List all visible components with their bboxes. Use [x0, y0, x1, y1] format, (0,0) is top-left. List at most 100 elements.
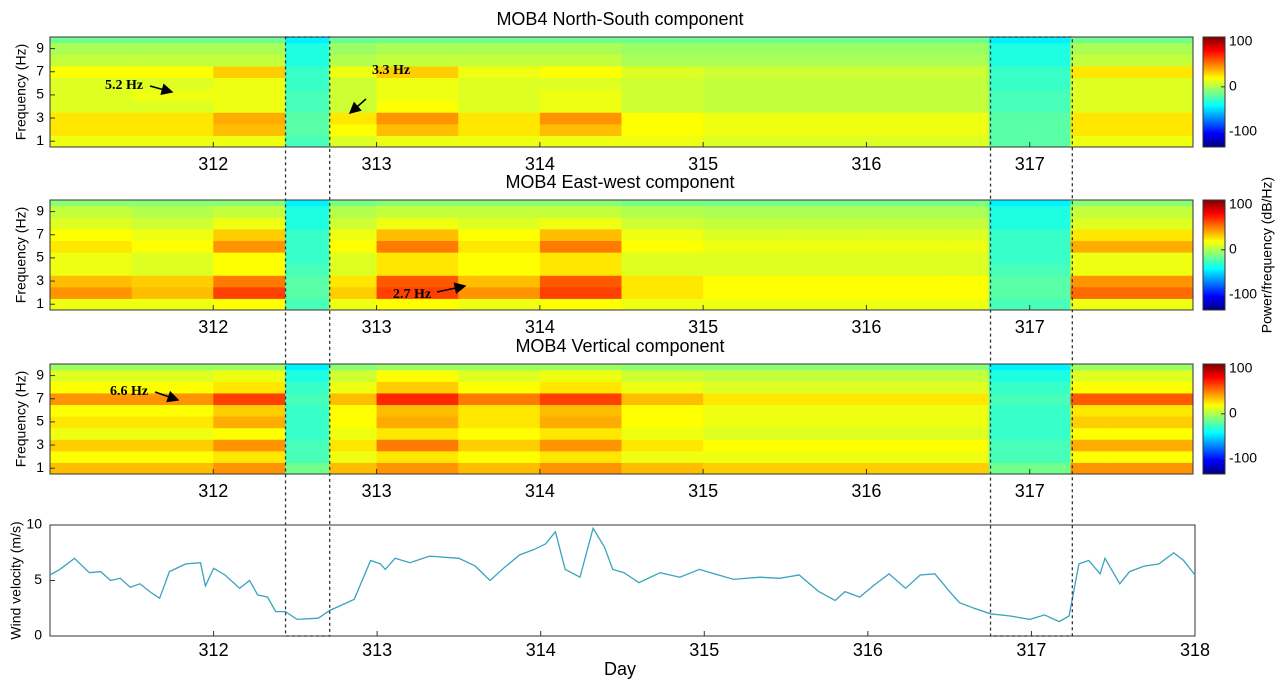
heat-cell — [948, 100, 990, 113]
annotation: 5.2 Hz — [105, 78, 143, 93]
heat-cell — [285, 286, 330, 299]
y-tick-label: 7 — [36, 389, 44, 405]
heat-cell — [621, 263, 704, 276]
heat-cell — [213, 54, 286, 67]
heat-cell — [213, 89, 286, 102]
heat-cell — [458, 450, 541, 463]
heat-cell — [285, 240, 330, 253]
heat-cell — [1070, 462, 1112, 475]
heat-cell — [213, 369, 286, 382]
heat-cell — [1070, 54, 1112, 67]
heat-cell — [621, 240, 704, 253]
heat-cell — [458, 439, 541, 452]
heat-cell — [866, 263, 949, 276]
heat-cell — [329, 123, 378, 136]
heat-cell — [988, 392, 1072, 406]
heat-cell — [1111, 228, 1194, 242]
heat-cell — [131, 450, 214, 463]
heat-cell — [988, 200, 1072, 207]
heat-cell — [50, 135, 133, 148]
annotation: 6.6 Hz — [110, 384, 148, 399]
heat-cell — [948, 77, 990, 90]
heat-cell — [1070, 240, 1112, 253]
heat-cell — [948, 135, 990, 148]
heat-cell — [458, 123, 541, 136]
heat-cell — [1070, 369, 1112, 382]
heat-cell — [988, 37, 1072, 44]
heat-cell — [784, 240, 867, 253]
heat-cell — [948, 65, 990, 79]
heat-cell — [1070, 404, 1112, 417]
heat-cell — [988, 381, 1072, 394]
heat-cell — [131, 364, 214, 371]
heat-cell — [539, 275, 622, 288]
heat-cell — [1070, 123, 1112, 136]
heat-cell — [784, 37, 867, 44]
heat-cell — [50, 364, 133, 371]
heat-cell — [703, 381, 786, 394]
heat-cell — [539, 369, 622, 382]
heat-cell — [988, 42, 1072, 55]
heat-cell — [703, 240, 786, 253]
highlight-box — [284, 36, 331, 637]
heat-cell — [329, 364, 378, 371]
heat-cell — [458, 364, 541, 371]
heat-cell — [784, 462, 867, 475]
heat-cell — [784, 404, 867, 417]
heat-cell — [539, 381, 622, 394]
heat-cell — [213, 263, 286, 276]
heat-cell — [621, 112, 704, 125]
heat-cell — [329, 54, 378, 67]
heat-cell — [621, 135, 704, 148]
heat-cell — [703, 112, 786, 125]
heat-cell — [866, 77, 949, 90]
heat-cell — [539, 427, 622, 440]
x-tick-label: 312 — [198, 154, 228, 174]
x-tick-label: 317 — [1015, 481, 1045, 501]
heat-cell — [329, 381, 378, 394]
heat-cell — [1070, 77, 1112, 90]
heat-cell — [621, 100, 704, 113]
heat-cell — [621, 439, 704, 452]
heat-cell — [866, 54, 949, 67]
heat-cell — [329, 42, 378, 55]
heat-cell — [213, 364, 286, 371]
heat-cell — [1111, 450, 1194, 463]
heat-cell — [285, 298, 330, 311]
heat-cell — [784, 392, 867, 406]
y-axis-label: Wind velocity (m/s) — [8, 521, 24, 639]
heat-cell — [131, 369, 214, 382]
heat-cell — [539, 65, 622, 79]
heat-cell — [784, 217, 867, 230]
y-axis-label: Frequency (Hz) — [13, 44, 29, 140]
heat-cell — [539, 462, 622, 475]
heat-cell — [621, 404, 704, 417]
plot-frame — [49, 363, 1194, 475]
heat-cell — [703, 439, 786, 452]
heat-cell — [988, 369, 1072, 382]
heat-cell — [539, 450, 622, 463]
heat-cell — [131, 89, 214, 102]
heat-cell — [376, 135, 459, 148]
heat-cell — [621, 65, 704, 79]
colorbar — [1202, 363, 1226, 475]
heat-cell — [1070, 200, 1112, 207]
heat-cell — [329, 439, 378, 452]
heat-cell — [329, 416, 378, 429]
heat-cell — [376, 364, 459, 371]
heat-cell — [50, 392, 133, 406]
x-tick-label: 314 — [525, 481, 555, 501]
heat-cell — [458, 205, 541, 218]
heat-cell — [948, 381, 990, 394]
x-tick-label: 315 — [688, 154, 718, 174]
x-tick-label: 317 — [1016, 640, 1046, 660]
colorbar — [1202, 36, 1226, 148]
colorbar-tick-label: 100 — [1229, 360, 1253, 376]
heat-cell — [131, 37, 214, 44]
heat-cell — [376, 416, 459, 429]
heat-cell — [866, 217, 949, 230]
heat-cell — [376, 275, 459, 288]
heat-cell — [1070, 364, 1112, 371]
heat-cell — [784, 205, 867, 218]
